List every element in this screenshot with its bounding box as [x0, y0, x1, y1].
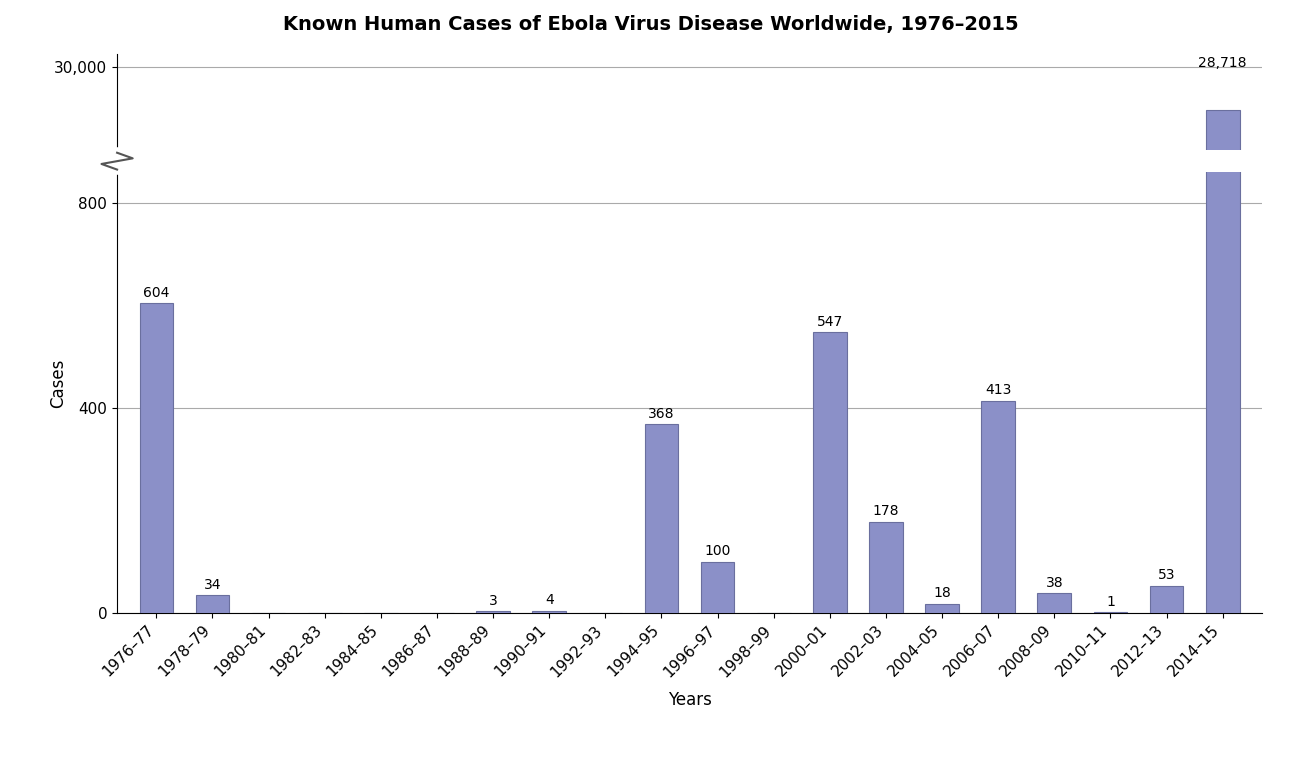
- Text: 3: 3: [489, 594, 497, 607]
- Bar: [1150, 586, 1184, 613]
- Text: 18: 18: [933, 586, 951, 600]
- X-axis label: Years: Years: [667, 691, 712, 709]
- Bar: [813, 332, 847, 613]
- Text: 604: 604: [143, 286, 169, 300]
- Bar: [925, 604, 959, 613]
- Text: Known Human Cases of Ebola Virus Disease Worldwide, 1976–2015: Known Human Cases of Ebola Virus Disease…: [282, 15, 1019, 34]
- Text: 38: 38: [1046, 576, 1063, 590]
- Bar: [139, 303, 173, 613]
- Text: 1: 1: [1106, 594, 1115, 609]
- Text: 547: 547: [817, 315, 843, 329]
- Text: 28,718: 28,718: [1198, 57, 1246, 70]
- Text: 413: 413: [985, 384, 1011, 398]
- Bar: [195, 595, 229, 613]
- Text: Cases: Cases: [49, 358, 68, 408]
- Bar: [1037, 594, 1071, 613]
- Bar: [532, 611, 566, 613]
- Bar: [869, 522, 903, 613]
- Text: 178: 178: [873, 504, 899, 518]
- Bar: [644, 424, 678, 613]
- Bar: [476, 611, 510, 613]
- Text: 4: 4: [545, 593, 554, 607]
- Bar: [1206, 0, 1240, 613]
- Text: 53: 53: [1158, 568, 1175, 582]
- Text: 368: 368: [648, 407, 675, 421]
- Text: 34: 34: [204, 578, 221, 592]
- Bar: [701, 561, 735, 613]
- Bar: [981, 401, 1015, 613]
- Bar: [1206, 110, 1240, 766]
- Text: 100: 100: [704, 544, 731, 558]
